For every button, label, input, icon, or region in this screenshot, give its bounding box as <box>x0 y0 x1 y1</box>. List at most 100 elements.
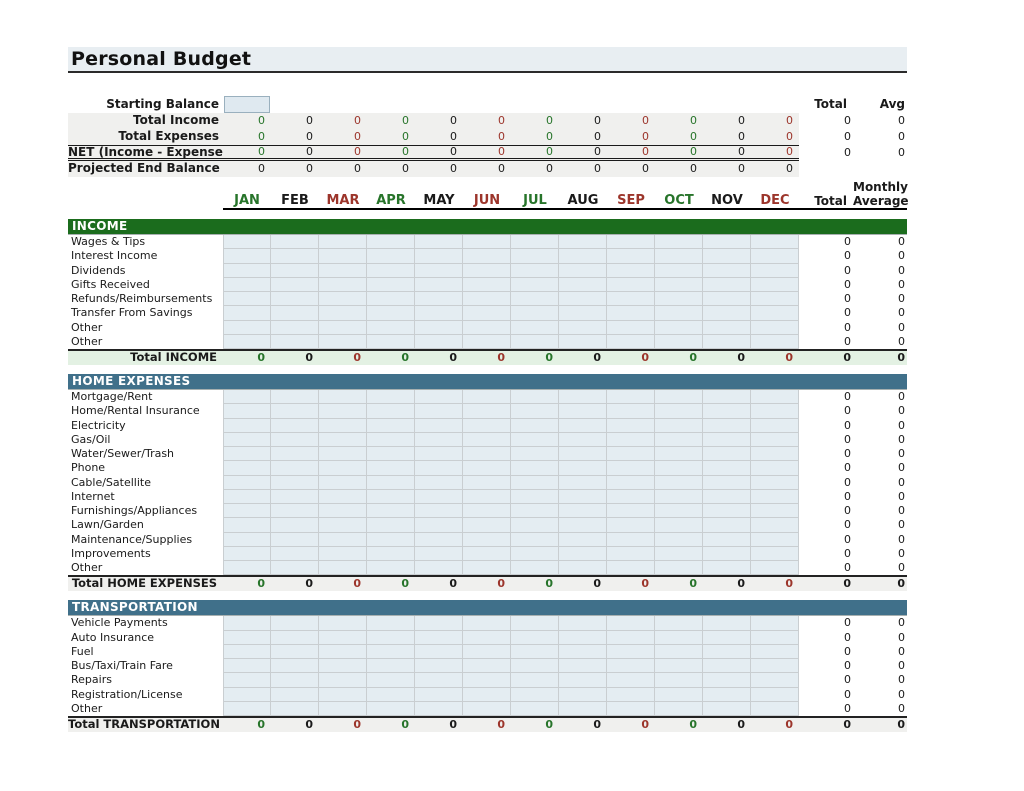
data-cell[interactable] <box>463 461 511 476</box>
data-cell[interactable] <box>655 504 703 519</box>
data-cell[interactable] <box>703 673 751 688</box>
data-cell[interactable] <box>271 532 319 547</box>
data-cell[interactable] <box>655 644 703 659</box>
data-cell[interactable] <box>655 461 703 476</box>
data-cell[interactable] <box>751 263 799 278</box>
data-cell[interactable] <box>511 504 559 519</box>
data-cell[interactable] <box>271 404 319 419</box>
data-cell[interactable] <box>319 659 367 674</box>
data-cell[interactable] <box>415 701 463 716</box>
data-cell[interactable] <box>559 504 607 519</box>
data-cell[interactable] <box>223 475 271 490</box>
data-cell[interactable] <box>559 249 607 264</box>
data-cell[interactable] <box>511 489 559 504</box>
data-cell[interactable] <box>367 306 415 321</box>
data-cell[interactable] <box>367 277 415 292</box>
data-cell[interactable] <box>463 334 511 349</box>
data-cell[interactable] <box>655 561 703 576</box>
data-cell[interactable] <box>319 418 367 433</box>
data-cell[interactable] <box>703 432 751 447</box>
data-cell[interactable] <box>511 461 559 476</box>
data-cell[interactable] <box>415 235 463 250</box>
data-cell[interactable] <box>319 561 367 576</box>
data-cell[interactable] <box>463 263 511 278</box>
data-cell[interactable] <box>751 235 799 250</box>
data-cell[interactable] <box>319 644 367 659</box>
data-cell[interactable] <box>415 277 463 292</box>
data-cell[interactable] <box>607 320 655 335</box>
data-cell[interactable] <box>367 461 415 476</box>
data-cell[interactable] <box>559 334 607 349</box>
data-cell[interactable] <box>415 432 463 447</box>
data-cell[interactable] <box>655 263 703 278</box>
data-cell[interactable] <box>271 447 319 462</box>
data-cell[interactable] <box>319 701 367 716</box>
data-cell[interactable] <box>463 489 511 504</box>
data-cell[interactable] <box>223 644 271 659</box>
data-cell[interactable] <box>607 461 655 476</box>
data-cell[interactable] <box>703 418 751 433</box>
data-cell[interactable] <box>511 390 559 405</box>
data-cell[interactable] <box>703 475 751 490</box>
data-cell[interactable] <box>319 489 367 504</box>
data-cell[interactable] <box>655 320 703 335</box>
data-cell[interactable] <box>415 475 463 490</box>
data-cell[interactable] <box>607 504 655 519</box>
data-cell[interactable] <box>559 461 607 476</box>
data-cell[interactable] <box>463 249 511 264</box>
data-cell[interactable] <box>367 390 415 405</box>
data-cell[interactable] <box>655 292 703 307</box>
data-cell[interactable] <box>319 334 367 349</box>
data-cell[interactable] <box>223 546 271 561</box>
data-cell[interactable] <box>271 644 319 659</box>
data-cell[interactable] <box>367 644 415 659</box>
data-cell[interactable] <box>559 432 607 447</box>
data-cell[interactable] <box>559 306 607 321</box>
data-cell[interactable] <box>463 616 511 631</box>
data-cell[interactable] <box>607 404 655 419</box>
data-cell[interactable] <box>319 432 367 447</box>
data-cell[interactable] <box>463 418 511 433</box>
data-cell[interactable] <box>559 277 607 292</box>
data-cell[interactable] <box>703 263 751 278</box>
data-cell[interactable] <box>367 292 415 307</box>
data-cell[interactable] <box>367 561 415 576</box>
data-cell[interactable] <box>607 630 655 645</box>
data-cell[interactable] <box>223 673 271 688</box>
data-cell[interactable] <box>463 277 511 292</box>
data-cell[interactable] <box>463 235 511 250</box>
data-cell[interactable] <box>319 504 367 519</box>
data-cell[interactable] <box>415 489 463 504</box>
data-cell[interactable] <box>607 292 655 307</box>
data-cell[interactable] <box>511 659 559 674</box>
data-cell[interactable] <box>415 404 463 419</box>
data-cell[interactable] <box>367 447 415 462</box>
data-cell[interactable] <box>223 263 271 278</box>
data-cell[interactable] <box>271 504 319 519</box>
data-cell[interactable] <box>559 475 607 490</box>
data-cell[interactable] <box>751 616 799 631</box>
data-cell[interactable] <box>703 277 751 292</box>
data-cell[interactable] <box>655 235 703 250</box>
data-cell[interactable] <box>751 334 799 349</box>
data-cell[interactable] <box>223 249 271 264</box>
data-cell[interactable] <box>271 306 319 321</box>
data-cell[interactable] <box>655 277 703 292</box>
data-cell[interactable] <box>511 616 559 631</box>
data-cell[interactable] <box>751 404 799 419</box>
data-cell[interactable] <box>751 561 799 576</box>
data-cell[interactable] <box>271 432 319 447</box>
data-cell[interactable] <box>319 390 367 405</box>
data-cell[interactable] <box>319 277 367 292</box>
data-cell[interactable] <box>367 418 415 433</box>
data-cell[interactable] <box>607 687 655 702</box>
data-cell[interactable] <box>271 277 319 292</box>
data-cell[interactable] <box>463 532 511 547</box>
data-cell[interactable] <box>415 320 463 335</box>
data-cell[interactable] <box>607 532 655 547</box>
data-cell[interactable] <box>655 418 703 433</box>
data-cell[interactable] <box>223 277 271 292</box>
data-cell[interactable] <box>511 320 559 335</box>
data-cell[interactable] <box>319 616 367 631</box>
data-cell[interactable] <box>655 306 703 321</box>
